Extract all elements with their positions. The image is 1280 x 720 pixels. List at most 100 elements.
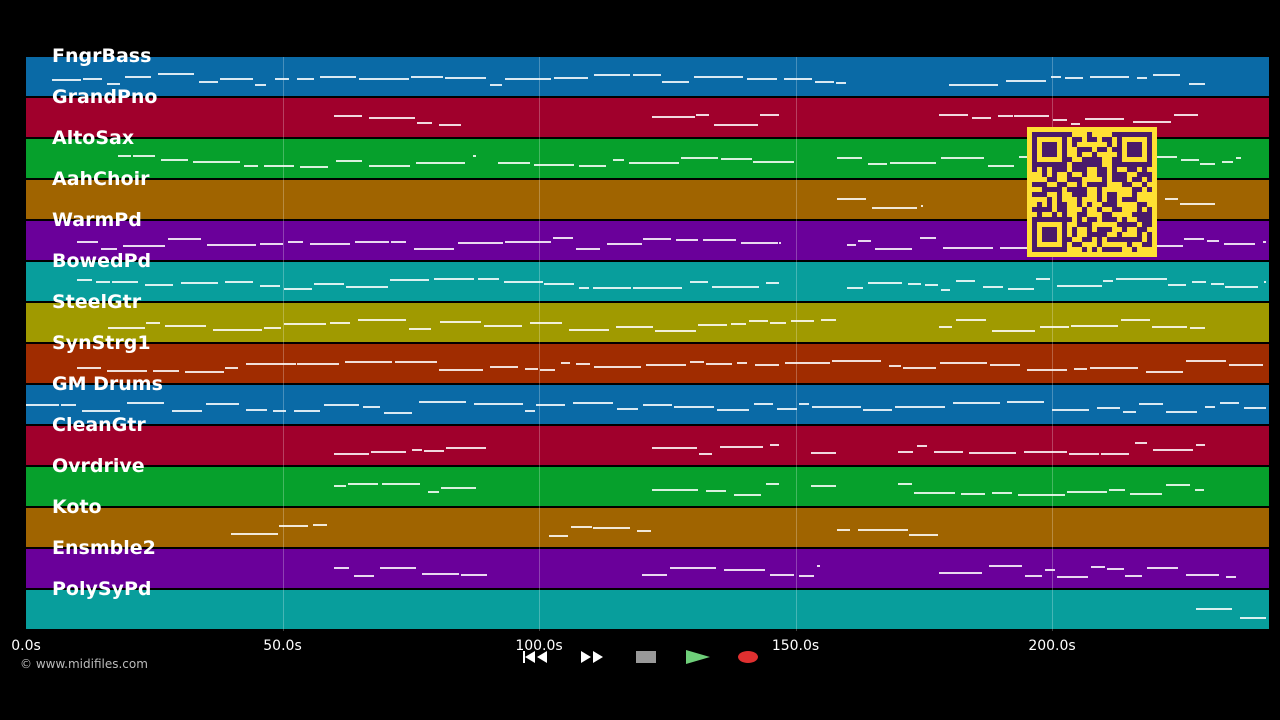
note-mark — [779, 242, 782, 244]
note-mark — [1120, 319, 1151, 321]
note-mark — [380, 567, 416, 569]
note-mark — [422, 573, 459, 575]
note-mark — [1166, 411, 1197, 413]
note-mark — [324, 404, 359, 406]
note-mark — [264, 165, 294, 167]
note-mark — [294, 410, 320, 412]
note-mark — [440, 321, 481, 323]
note-mark — [730, 323, 746, 325]
note-mark — [1071, 325, 1119, 327]
qr-code — [1027, 127, 1157, 257]
note-mark — [445, 77, 487, 79]
note-mark — [1152, 74, 1180, 76]
note-mark — [77, 279, 93, 281]
play-icon — [686, 649, 710, 664]
note-mark — [939, 572, 983, 574]
note-mark — [593, 287, 632, 289]
note-mark — [1089, 76, 1130, 78]
note-mark — [810, 485, 836, 487]
note-mark — [694, 76, 743, 78]
note-mark — [1045, 569, 1056, 571]
note-mark — [1025, 575, 1043, 577]
note-mark — [264, 327, 281, 329]
note-mark — [543, 283, 574, 285]
note-mark — [354, 241, 389, 243]
note-mark — [846, 244, 857, 246]
note-mark — [907, 283, 921, 285]
note-mark — [1100, 453, 1129, 455]
note-mark — [81, 410, 121, 412]
note-mark — [1073, 368, 1088, 370]
note-mark — [1132, 121, 1172, 123]
note-mark — [51, 79, 82, 81]
note-mark — [411, 449, 423, 451]
note-mark — [333, 567, 349, 569]
note-mark — [776, 408, 797, 410]
note-mark — [313, 524, 327, 526]
note-mark — [1066, 491, 1107, 493]
note-mark — [371, 451, 407, 453]
note-mark — [846, 287, 864, 289]
note-mark — [125, 76, 152, 78]
note-mark — [1013, 115, 1049, 117]
transport-controls — [510, 643, 770, 670]
note-mark — [955, 280, 976, 282]
note-mark — [560, 362, 571, 364]
note-mark — [1139, 403, 1163, 405]
track-label: SteelGtr — [52, 291, 142, 313]
record-button[interactable] — [726, 643, 770, 670]
note-mark — [902, 367, 936, 369]
note-mark — [1070, 123, 1081, 125]
note-mark — [1125, 575, 1143, 577]
note-mark — [1189, 327, 1205, 329]
note-mark — [1091, 566, 1105, 568]
note-mark — [1219, 402, 1240, 404]
note-mark — [798, 403, 810, 405]
note-mark — [60, 404, 76, 406]
note-mark — [755, 364, 779, 366]
note-mark — [1006, 80, 1046, 82]
fast-forward-button[interactable] — [570, 643, 614, 670]
note-mark — [919, 237, 936, 239]
rewind-icon — [523, 650, 547, 663]
note-mark — [1180, 159, 1200, 161]
note-mark — [785, 362, 831, 364]
note-mark — [871, 207, 918, 209]
time-gridline — [1052, 57, 1053, 631]
note-mark — [898, 451, 914, 453]
track-lane — [26, 590, 1269, 629]
play-button[interactable] — [676, 643, 720, 670]
note-mark — [955, 319, 986, 321]
note-mark — [1134, 442, 1148, 444]
note-mark — [698, 324, 727, 326]
note-mark — [934, 451, 964, 453]
note-mark — [424, 450, 445, 452]
note-mark — [413, 248, 454, 250]
note-mark — [766, 282, 780, 284]
stop-button[interactable] — [624, 643, 668, 670]
note-mark — [284, 288, 313, 290]
note-mark — [943, 247, 994, 249]
note-mark — [333, 115, 363, 117]
note-mark — [717, 409, 749, 411]
note-mark — [1024, 451, 1067, 453]
note-mark — [158, 73, 195, 75]
note-mark — [553, 77, 588, 79]
track-label: Ovrdrive — [52, 455, 145, 477]
track-label: GM Drums — [52, 373, 163, 395]
note-mark — [698, 453, 713, 455]
note-mark — [1229, 364, 1263, 366]
note-mark — [747, 78, 777, 80]
note-mark — [77, 367, 102, 369]
note-mark — [390, 279, 430, 281]
note-mark — [172, 410, 202, 412]
note-mark — [126, 402, 165, 404]
note-mark — [1166, 484, 1191, 486]
rewind-button[interactable] — [510, 643, 562, 670]
note-mark — [460, 574, 487, 576]
note-mark — [368, 165, 411, 167]
note-mark — [438, 124, 462, 126]
note-mark — [1051, 76, 1062, 78]
note-mark — [1019, 156, 1033, 158]
note-mark — [497, 162, 530, 164]
